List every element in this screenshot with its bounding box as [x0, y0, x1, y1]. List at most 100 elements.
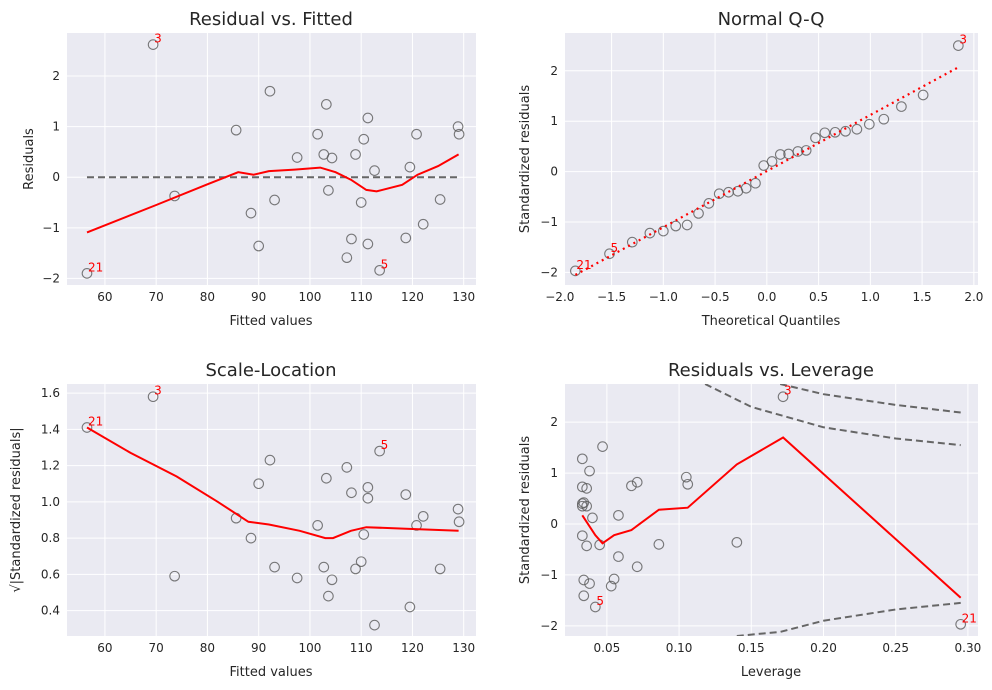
y-tick-label: −2 — [42, 271, 60, 285]
x-tick-label: 70 — [149, 641, 164, 655]
cooks-distance-curve — [779, 384, 961, 414]
data-point — [411, 128, 422, 140]
y-axis-label: √|Standardized residuals| — [9, 427, 24, 592]
data-point — [800, 145, 812, 156]
data-point — [810, 132, 821, 144]
data-point — [355, 197, 367, 208]
data-point — [657, 225, 669, 237]
data-point — [452, 121, 464, 132]
data-point — [411, 520, 422, 531]
outlier-label: 21 — [962, 611, 977, 625]
plot-area — [67, 384, 476, 636]
x-tick-label: 110 — [350, 290, 373, 304]
data-point — [358, 529, 370, 540]
data-point — [626, 480, 637, 492]
cooks-distance-curve — [704, 384, 961, 447]
x-tick-label: 0.05 — [594, 641, 621, 655]
y-tick-label: 0 — [52, 170, 60, 184]
x-tick-label: 1.5 — [913, 290, 932, 304]
outlier-label: 3 — [784, 384, 792, 398]
data-point — [587, 512, 598, 524]
chart-title: Residual vs. Fitted — [189, 9, 353, 30]
x-tick-label: 0.15 — [738, 641, 765, 655]
x-tick-label: −1.0 — [649, 290, 678, 304]
chart-title: Scale-Location — [205, 360, 336, 381]
data-point — [374, 445, 385, 457]
data-point — [584, 578, 595, 589]
outlier-label: 3 — [154, 384, 162, 398]
y-tick-label: 1 — [52, 120, 60, 134]
data-point — [604, 248, 615, 260]
y-tick-label: −1 — [540, 215, 558, 229]
x-tick-label: 0.20 — [810, 641, 837, 655]
outlier-label: 5 — [381, 257, 389, 271]
data-point — [670, 220, 682, 232]
data-point — [320, 472, 332, 484]
data-point — [417, 510, 429, 522]
x-tick-label: 0.0 — [757, 290, 776, 304]
x-tick-label: 70 — [149, 290, 164, 304]
data-point — [680, 471, 692, 483]
data-point — [230, 124, 242, 136]
data-point — [682, 478, 694, 490]
x-tick-label: 110 — [350, 641, 373, 655]
data-point — [269, 194, 280, 206]
outlier-label: 5 — [381, 438, 389, 452]
x-tick-label: 0.30 — [955, 641, 982, 655]
x-tick-label: 2.0 — [964, 290, 983, 304]
cooks-distance-curve — [736, 601, 961, 636]
data-point — [453, 516, 465, 528]
y-tick-label: 1.6 — [41, 386, 60, 400]
data-point — [362, 238, 374, 250]
y-tick-label: −1 — [540, 568, 558, 582]
x-tick-label: 100 — [298, 641, 321, 655]
data-point — [346, 487, 357, 499]
x-tick-label: 130 — [452, 641, 475, 655]
data-point — [169, 570, 180, 582]
data-point — [819, 127, 831, 139]
data-point — [264, 454, 276, 466]
data-point — [576, 530, 588, 542]
data-point — [570, 265, 581, 277]
data-point — [896, 101, 907, 112]
data-point — [631, 561, 643, 573]
data-point — [400, 489, 412, 500]
data-point — [323, 590, 334, 602]
data-point — [597, 441, 608, 452]
plot-area — [565, 384, 978, 636]
data-point — [312, 520, 323, 531]
x-tick-label: 130 — [452, 290, 475, 304]
data-point — [358, 133, 370, 145]
data-point — [323, 185, 334, 196]
data-point — [581, 540, 593, 552]
y-tick-label: 1 — [550, 114, 558, 128]
data-point — [355, 556, 367, 568]
x-axis-label: Leverage — [741, 665, 801, 680]
data-point — [253, 478, 265, 490]
y-tick-label: 1.2 — [41, 459, 60, 473]
data-point — [362, 112, 374, 124]
y-tick-label: 1.4 — [41, 422, 60, 436]
x-tick-label: −0.5 — [701, 290, 730, 304]
data-point — [81, 268, 93, 279]
data-point — [147, 391, 159, 403]
data-point — [318, 561, 330, 573]
chart-title: Normal Q-Q — [718, 9, 825, 30]
data-point — [631, 476, 643, 488]
x-axis-label: Fitted values — [229, 665, 312, 680]
data-point — [350, 563, 361, 575]
data-point — [417, 218, 429, 230]
data-point — [851, 123, 863, 135]
data-point — [264, 85, 276, 97]
data-point — [434, 194, 446, 205]
data-point — [878, 113, 890, 125]
y-tick-label: 2 — [550, 64, 558, 78]
outlier-label: 3 — [154, 32, 162, 46]
y-tick-label: 2 — [52, 69, 60, 83]
y-tick-label: −1 — [42, 221, 60, 235]
x-tick-label: 60 — [97, 290, 112, 304]
data-point — [320, 98, 332, 110]
residual-vs-fitted-panel: 60 70 80 90 100 110 120 130 −2 −1 0 1 2 Residual vs.… — [22, 9, 476, 329]
data-point — [312, 128, 323, 140]
data-point — [613, 551, 624, 562]
